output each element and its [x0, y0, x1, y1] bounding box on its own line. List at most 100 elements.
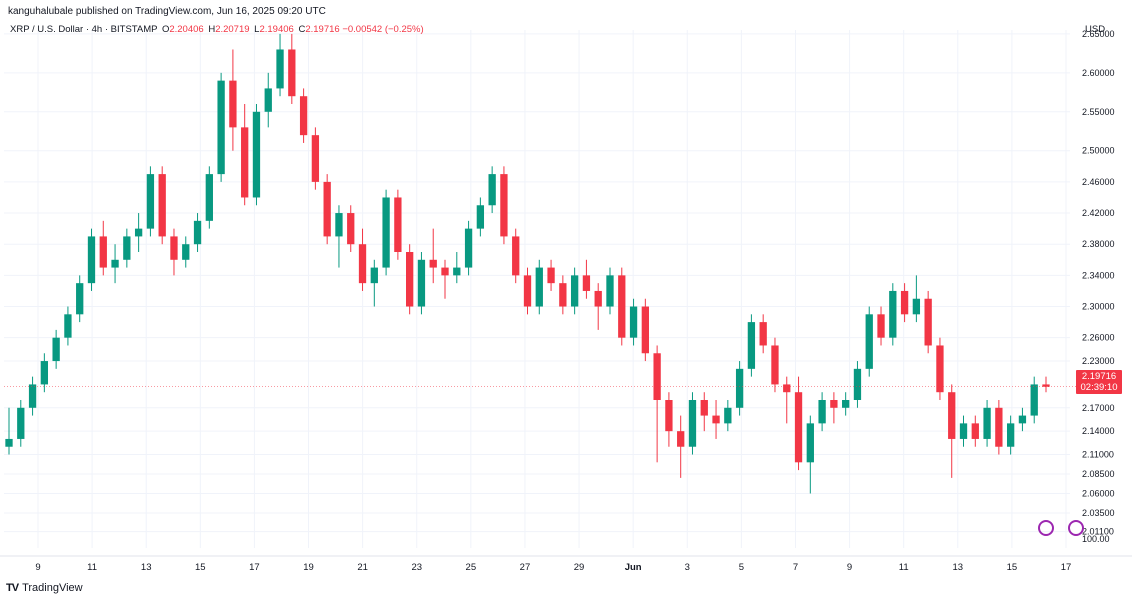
candle	[134, 213, 143, 252]
candle	[323, 174, 331, 245]
currency-label[interactable]: USD	[1085, 24, 1106, 35]
candle-body	[488, 174, 496, 206]
candle-body	[288, 49, 296, 97]
candle	[995, 400, 1003, 455]
candle-body	[806, 423, 814, 463]
candle	[900, 283, 909, 323]
candle-body	[1042, 384, 1050, 387]
time-tick-label: 7	[793, 562, 798, 573]
time-tick-label: 19	[303, 562, 314, 573]
candle-body	[559, 283, 567, 307]
time-tick-label: 11	[899, 562, 909, 573]
candle-body	[417, 259, 426, 307]
candle	[1042, 376, 1050, 393]
open-value: 2.20406	[169, 24, 204, 35]
time-tick-label: 9	[847, 562, 852, 573]
candle	[877, 306, 885, 346]
candle	[488, 166, 496, 214]
symbol-label[interactable]: XRP / U.S. Dollar · 4h · BITSTAMP	[10, 24, 158, 35]
candle	[853, 361, 862, 408]
candle	[618, 267, 626, 346]
candle-body	[971, 423, 979, 439]
candle-body	[512, 236, 520, 276]
magic-icon[interactable]	[1038, 520, 1054, 536]
last-price-value: 2.19716	[1081, 371, 1117, 382]
candle-body	[311, 135, 320, 182]
candle	[264, 72, 272, 128]
price-tick-label: 2.14000	[1082, 426, 1115, 436]
candle-body	[724, 407, 732, 424]
time-tick-label: 3	[685, 562, 690, 573]
candle	[347, 205, 355, 252]
candle	[28, 376, 37, 416]
candle	[842, 392, 850, 416]
candle-body	[712, 415, 720, 424]
candle-body	[842, 400, 850, 408]
price-tick-label: 2.38000	[1082, 239, 1115, 249]
candle	[99, 220, 107, 276]
time-tick-label: 5	[739, 562, 744, 573]
price-tick-label: 2.55000	[1082, 107, 1115, 117]
time-tick-label: 23	[411, 562, 422, 573]
candle-body	[783, 384, 791, 393]
candle	[311, 127, 320, 190]
candle	[700, 392, 708, 432]
footer-brand[interactable]: TV TradingView	[6, 582, 83, 594]
time-tick-label: 9	[35, 562, 40, 573]
price-tick-label: 2.03500	[1082, 508, 1115, 518]
candle	[794, 376, 803, 471]
time-tick-label: 11	[87, 562, 97, 573]
candle-body	[335, 213, 343, 237]
candle-body	[382, 197, 390, 268]
time-tick-label: 13	[953, 562, 964, 573]
candle	[288, 33, 296, 104]
candle-body	[653, 353, 661, 400]
candle-body	[983, 407, 991, 439]
candle	[429, 228, 437, 284]
candle-body	[87, 236, 96, 284]
candle-body	[476, 205, 485, 229]
time-tick-label: 17	[1061, 562, 1072, 573]
candle	[889, 283, 897, 346]
candle-body	[406, 252, 414, 307]
candle-body	[500, 174, 508, 237]
candle	[818, 392, 826, 432]
high-value: 2.20719	[215, 24, 250, 35]
candle-body	[959, 423, 968, 439]
candle	[146, 166, 155, 237]
candle	[193, 213, 202, 252]
candle	[182, 236, 190, 268]
candle	[724, 400, 732, 432]
candle	[476, 197, 485, 237]
time-tick-label: 29	[574, 562, 585, 573]
candle	[983, 400, 991, 447]
candle	[606, 267, 614, 315]
candle-body	[582, 275, 591, 291]
candle	[417, 252, 426, 315]
candle-body	[594, 290, 602, 307]
candle	[677, 415, 685, 478]
candle-body	[347, 213, 355, 245]
candle-body	[535, 267, 543, 307]
price-tick-label: 2.11000	[1082, 450, 1114, 460]
candle-body	[358, 244, 367, 284]
close-value: 2.19716	[305, 24, 340, 35]
candle	[394, 189, 402, 260]
tradingview-logo-icon: TV	[6, 582, 19, 594]
candle	[111, 244, 119, 284]
time-tick-label: 27	[520, 562, 531, 573]
time-tick-label: 15	[195, 562, 206, 573]
candle-body	[453, 267, 461, 276]
candle-body	[900, 290, 909, 315]
settings-icon[interactable]	[1068, 520, 1084, 536]
time-tick-label: 13	[141, 562, 152, 573]
candle	[830, 392, 838, 424]
chart-legend: XRP / U.S. Dollar · 4h · BITSTAMP O2.204…	[10, 24, 424, 35]
candle-body	[123, 236, 131, 260]
candle-body	[771, 345, 779, 385]
candle-body	[735, 368, 744, 408]
price-tick-label: 2.06000	[1082, 488, 1115, 498]
candle	[299, 88, 308, 143]
candle	[170, 228, 178, 276]
